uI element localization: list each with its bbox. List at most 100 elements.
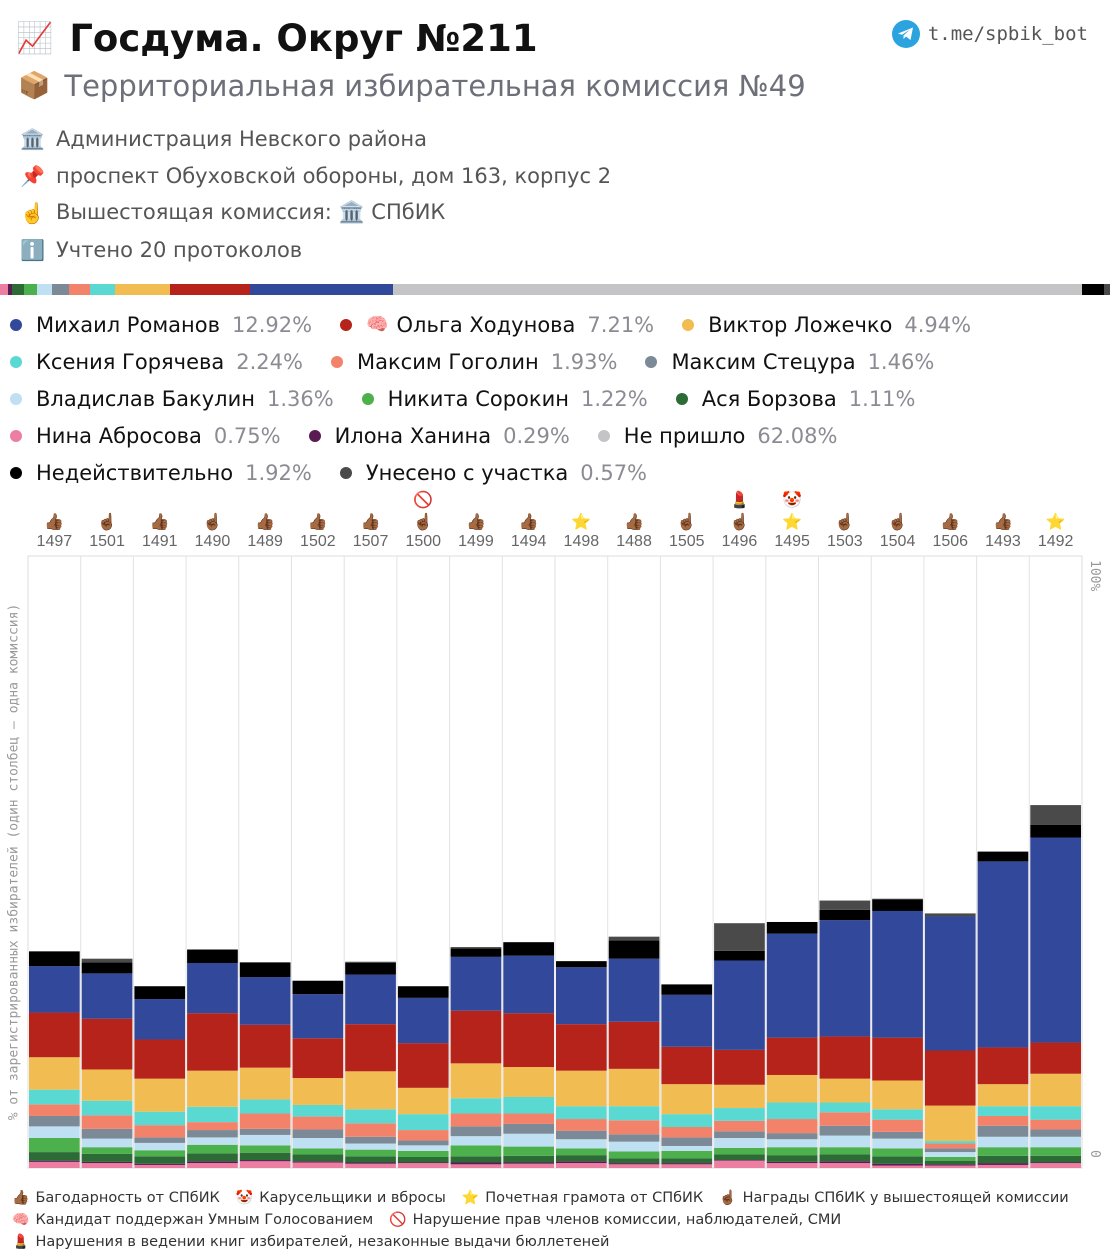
bar-segment-gogolin-1492 bbox=[1030, 1119, 1081, 1130]
bar-segment-khanina-1500 bbox=[397, 1162, 449, 1164]
legend-item-khodunova: 🧠 Ольга Ходунова 7.21% bbox=[340, 313, 654, 337]
bar-segment-goryacheva-1505 bbox=[661, 1114, 713, 1127]
bar-segment-khodunova-1491 bbox=[134, 1039, 186, 1079]
bar-segment-romanov-1495 bbox=[766, 933, 818, 1038]
marker-icon: ⭐ bbox=[461, 1190, 480, 1206]
bar-segment-stetsura-1500 bbox=[397, 1140, 449, 1146]
telegram-link[interactable]: t.me/spbik_bot bbox=[891, 20, 1088, 48]
bar-segment-khanina-1504 bbox=[872, 1163, 923, 1166]
bar-segment-goryacheva-1497 bbox=[29, 1089, 80, 1105]
bar-segment-stetsura-1498 bbox=[556, 1130, 607, 1140]
bar-segment-gogolin-1503 bbox=[819, 1112, 871, 1126]
bar-segment-bakulin-1493 bbox=[977, 1136, 1029, 1148]
x-tick-label: 1495 bbox=[774, 533, 810, 550]
legend-name: Владислав Бакулин bbox=[36, 386, 255, 411]
award-marker-icon: 👍🏾 bbox=[361, 512, 381, 531]
bar-segment-gogolin-1488 bbox=[608, 1120, 660, 1135]
bar-segment-stetsura-1490 bbox=[187, 1130, 238, 1138]
bar-segment-stetsura-1496 bbox=[714, 1131, 765, 1139]
x-tick-label: 1488 bbox=[616, 533, 652, 550]
legend-percent: 4.94% bbox=[904, 312, 972, 337]
violation-marker-icon: 💄 bbox=[729, 490, 749, 509]
bar-segment-sorokin-1490 bbox=[187, 1144, 238, 1154]
bar-segment-khodunova-1494 bbox=[503, 1013, 554, 1068]
marker-legend-text: Карусельщики и вбросы bbox=[259, 1190, 446, 1206]
bar-segment-invalid-1499 bbox=[450, 948, 502, 957]
award-marker-icon: ⭐ bbox=[571, 512, 591, 531]
legend-item-abrosova: Нина Абросова 0.75% bbox=[10, 424, 281, 448]
bar-segment-romanov-1490 bbox=[187, 962, 238, 1014]
bar-segment-khodunova-1489 bbox=[239, 1024, 291, 1068]
bar-segment-bakulin-1498 bbox=[556, 1139, 607, 1149]
bar-segment-sorokin-1494 bbox=[503, 1146, 554, 1156]
bar-segment-stetsura-1499 bbox=[450, 1126, 502, 1137]
bar-segment-lozhechko-1499 bbox=[450, 1063, 502, 1099]
bar-segment-khodunova-1501 bbox=[81, 1018, 133, 1070]
bar-segment-invalid-1493 bbox=[977, 851, 1029, 862]
legend-swatch bbox=[340, 318, 353, 331]
x-tick-label: 1501 bbox=[89, 533, 125, 550]
bar-segment-abrosova-1501 bbox=[81, 1163, 133, 1168]
bar-segment-khodunova-1506 bbox=[924, 1050, 976, 1106]
marker-legend: 👍🏾 Багодарность от СПбИК 🤡 Карусельщики и в… bbox=[12, 1187, 1085, 1253]
bar-segment-borzova-1507 bbox=[345, 1156, 396, 1163]
bar-segment-abrosova-1507 bbox=[345, 1163, 396, 1168]
bar-segment-bakulin-1505 bbox=[661, 1145, 713, 1151]
legend-swatch bbox=[10, 429, 22, 442]
bar-segment-lozhechko-1506 bbox=[924, 1105, 976, 1142]
legend-percent: 1.22% bbox=[580, 386, 648, 411]
x-tick-label: 1499 bbox=[458, 533, 494, 550]
bar-segment-abrosova-1497 bbox=[29, 1161, 80, 1168]
marker-legend-text: Багодарность от СПбИК bbox=[35, 1190, 220, 1206]
bar-segment-sorokin-1498 bbox=[556, 1148, 607, 1156]
bar-segment-sorokin-1488 bbox=[608, 1151, 660, 1159]
y-tick-top: 100% bbox=[1087, 560, 1102, 592]
x-tick-label: 1492 bbox=[1038, 533, 1074, 550]
marker-icon: 🚫 bbox=[389, 1212, 407, 1228]
bar-segment-abrosova-1493 bbox=[977, 1164, 1029, 1168]
legend-percent: 0.75% bbox=[213, 423, 281, 448]
bar-segment-khodunova-1505 bbox=[661, 1046, 713, 1085]
bar-segment-borzova-1496 bbox=[714, 1154, 765, 1161]
bar-segment-sorokin-1491 bbox=[134, 1150, 186, 1157]
bar-segment-sorokin-1492 bbox=[1030, 1147, 1081, 1156]
bar-segment-invalid-1491 bbox=[134, 986, 186, 1000]
bar-segment-gogolin-1499 bbox=[450, 1113, 502, 1127]
legend-name: Максим Гоголин bbox=[356, 349, 539, 374]
bar-segment-khodunova-1492 bbox=[1030, 1042, 1081, 1074]
bar-segment-taken-1506 bbox=[924, 913, 976, 917]
bar-segment-bakulin-1499 bbox=[450, 1136, 502, 1146]
info-row-administration: 🏛️ Администрация Невского района bbox=[20, 120, 611, 157]
legend-swatch bbox=[10, 392, 22, 405]
x-tick-label: 1503 bbox=[827, 533, 863, 550]
award-marker-icon: 👍🏾 bbox=[940, 512, 960, 531]
legend-row: Ксения Горячева 2.24% Максим Гоголин 1.93% М… bbox=[10, 343, 1105, 380]
legend-row: Михаил Романов 12.92% 🧠 Ольга Ходунова 7.21%… bbox=[10, 306, 1105, 343]
bar-segment-borzova-1489 bbox=[239, 1152, 291, 1161]
bar-segment-borzova-1498 bbox=[556, 1155, 607, 1162]
bar-segment-bakulin-1496 bbox=[714, 1138, 765, 1148]
legend-swatch bbox=[339, 466, 352, 479]
bar-segment-khanina-1492 bbox=[1030, 1162, 1081, 1164]
bar-segment-romanov-1497 bbox=[29, 966, 80, 1013]
bar-segment-gogolin-1498 bbox=[556, 1119, 607, 1131]
bar-segment-lozhechko-1502 bbox=[292, 1078, 344, 1105]
bar-segment-invalid-1500 bbox=[397, 986, 449, 998]
bar-segment-gogolin-1504 bbox=[872, 1119, 923, 1132]
overall-bar-segment-not_came bbox=[393, 284, 1083, 295]
bar-segment-khanina-1494 bbox=[503, 1162, 554, 1164]
bar-segment-goryacheva-1507 bbox=[345, 1109, 396, 1124]
bar-segment-taken-1492 bbox=[1030, 805, 1081, 825]
legend-item-sorokin: Никита Сорокин 1.22% bbox=[361, 386, 648, 411]
bar-segment-goryacheva-1498 bbox=[556, 1106, 607, 1120]
bar-segment-stetsura-1505 bbox=[661, 1137, 713, 1146]
telegram-handle[interactable]: t.me/spbik_bot bbox=[927, 23, 1088, 45]
info-protocols: Учтено 20 протоколов bbox=[56, 237, 303, 262]
bar-segment-borzova-1494 bbox=[503, 1155, 554, 1163]
bar-segment-khanina-1491 bbox=[134, 1163, 186, 1165]
overall-bar-segment-goryacheva bbox=[90, 284, 115, 295]
bar-segment-khodunova-1495 bbox=[766, 1037, 818, 1075]
bar-segment-gogolin-1497 bbox=[29, 1104, 80, 1116]
bar-segment-stetsura-1488 bbox=[608, 1134, 660, 1142]
bar-segment-taken-1499 bbox=[450, 947, 502, 949]
